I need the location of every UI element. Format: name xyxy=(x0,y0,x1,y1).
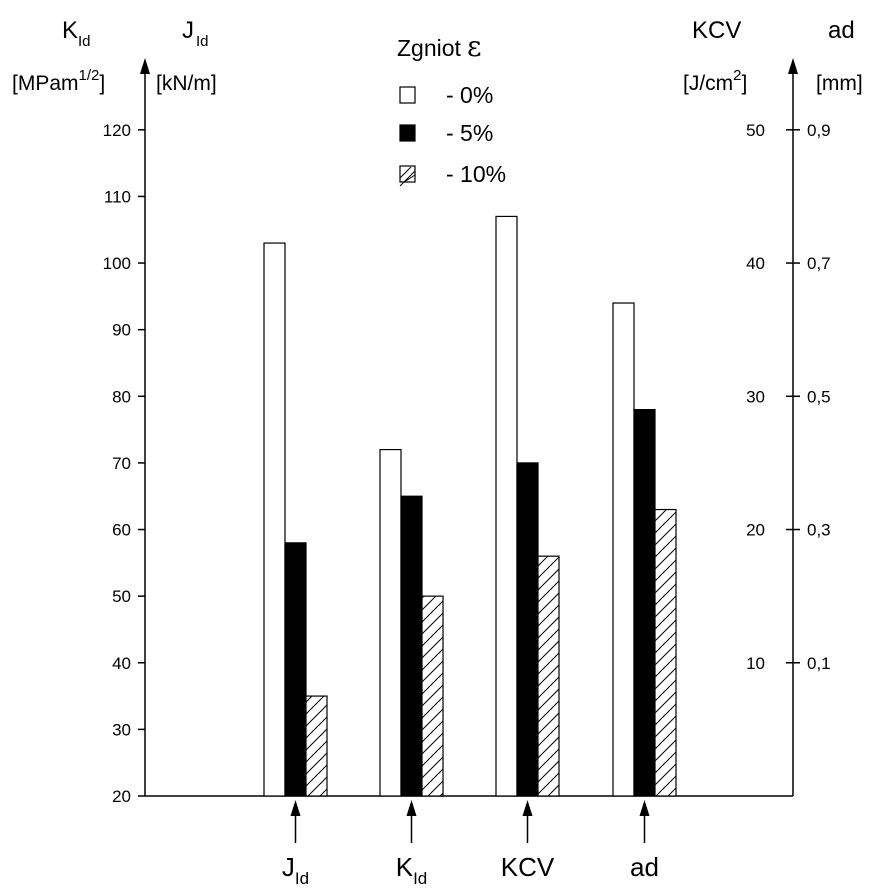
kid-main: K xyxy=(62,17,78,44)
legend-label-2: - 10% xyxy=(446,161,506,187)
jid-sub: Id xyxy=(196,33,209,50)
bar-open-J_Id xyxy=(263,242,286,797)
category-arrow-head xyxy=(406,800,417,816)
legend-swatch-1 xyxy=(399,124,416,142)
kcv-tick-label: 50 xyxy=(746,121,765,140)
legend-swatch-0 xyxy=(399,86,416,104)
left-axis-header-kid: KId [MPam1/2] xyxy=(12,17,105,95)
ad-header: ad xyxy=(828,17,855,44)
ad-tick-label: 0,3 xyxy=(807,521,831,540)
category-label-main: K xyxy=(396,852,414,882)
kcv-unit-end: ] xyxy=(742,72,748,95)
legend-title: Zgniot xyxy=(397,35,462,61)
ad-tick-label: 0,1 xyxy=(807,654,831,673)
category-arrow-head xyxy=(639,800,650,816)
ad-tick-label: 0,5 xyxy=(807,387,831,406)
right-axis-ticks: 10 20 30 40 50 0,1 0,3 0,5 0,7 0,9 xyxy=(746,121,831,673)
svg-text:JId: J Id xyxy=(182,17,209,50)
right-axis-header-ad: ad [mm] xyxy=(816,17,863,95)
legend-swatch-2-hatch xyxy=(400,167,415,186)
bar-solid-J_Id xyxy=(284,542,307,797)
left-tick-label: 40 xyxy=(112,654,131,673)
legend-swatch-2 xyxy=(399,165,416,183)
kcv-unit-main: [J/cm xyxy=(683,72,733,95)
bar-hatched-K_Id xyxy=(421,595,444,797)
left-axis-header-jid: J Id [kN/m] xyxy=(156,17,217,95)
bar-hatched-ad xyxy=(654,508,677,797)
bar-open-ad xyxy=(612,302,635,797)
right-axis-header-kcv: KCV [J/cm2] xyxy=(683,17,747,95)
kid-sub: Id xyxy=(78,33,91,50)
ad-tick-label: 0,9 xyxy=(807,121,831,140)
legend-epsilon: ε xyxy=(467,30,482,63)
category-arrow-head xyxy=(290,800,301,816)
left-tick-label: 110 xyxy=(104,187,131,206)
left-tick-label: 90 xyxy=(112,321,131,340)
left-tick-label: 30 xyxy=(112,720,131,739)
bars xyxy=(263,215,677,797)
left-axis-ticks: 20 30 40 50 60 70 80 90 100 110 120 xyxy=(103,121,145,806)
category-label-main: KCV xyxy=(501,852,555,882)
left-tick-label: 60 xyxy=(112,521,131,540)
category-arrow-head xyxy=(522,800,533,816)
category-label: KId xyxy=(396,852,428,888)
jid-main: J xyxy=(182,17,194,44)
kcv-tick-label: 10 xyxy=(746,654,765,673)
category-label-sub: Id xyxy=(295,869,309,888)
jid-unit: [kN/m] xyxy=(156,72,217,95)
bar-solid-K_Id xyxy=(400,495,423,797)
kcv-tick-label: 30 xyxy=(746,387,765,406)
kid-unit-end: ] xyxy=(99,72,105,95)
category-label-sub: Id xyxy=(413,869,427,888)
kcv-tick-label: 20 xyxy=(746,521,765,540)
ad-tick-label: 0,7 xyxy=(807,254,831,273)
right-axis-arrow xyxy=(788,58,798,74)
left-tick-label: 20 xyxy=(112,787,131,806)
category-label-main: J xyxy=(282,852,295,882)
kcv-header: KCV xyxy=(692,17,741,44)
bar-solid-KCV xyxy=(516,462,539,797)
bar-hatched-J_Id xyxy=(305,695,328,797)
ad-unit: [mm] xyxy=(816,72,863,95)
svg-text:KId: KId xyxy=(62,17,91,50)
bar-solid-ad xyxy=(633,409,656,797)
category-label: JId xyxy=(282,852,309,888)
left-tick-label: 100 xyxy=(103,254,131,273)
svg-text:[J/cm2]: [J/cm2] xyxy=(683,67,747,95)
left-tick-label: 80 xyxy=(112,387,131,406)
category-labels: JId KId KCV ad xyxy=(282,800,659,888)
kid-unit-main: [MPam xyxy=(12,72,79,95)
legend-label-0: - 0% xyxy=(446,82,493,108)
legend-label-1: - 5% xyxy=(446,120,493,146)
category-label-main: ad xyxy=(630,852,659,882)
kcv-unit-sup: 2 xyxy=(733,67,741,84)
svg-text:[MPam1/2]: [MPam1/2] xyxy=(12,67,105,95)
category-label: KCV xyxy=(501,852,555,882)
bar-open-K_Id xyxy=(379,448,402,797)
bar-open-KCV xyxy=(495,215,518,797)
category-label: ad xyxy=(630,852,659,882)
kcv-tick-label: 40 xyxy=(746,254,765,273)
bar-hatched-KCV xyxy=(537,555,560,797)
left-tick-label: 50 xyxy=(112,587,131,606)
left-tick-label: 70 xyxy=(112,454,131,473)
legend: Zgniot ε - 0% - 5% - 10% xyxy=(397,30,506,187)
left-axis-arrow xyxy=(140,58,150,74)
kid-unit-sup: 1/2 xyxy=(79,67,100,84)
left-tick-label: 120 xyxy=(103,121,131,140)
